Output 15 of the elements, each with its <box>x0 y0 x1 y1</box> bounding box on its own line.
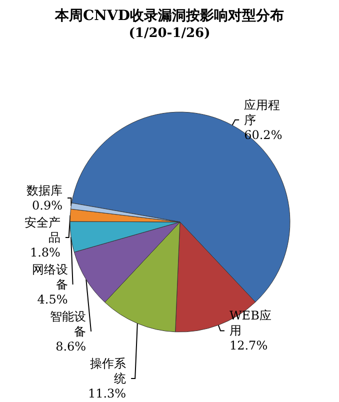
chart-title: 本周CNVD收录漏洞按影响对型分布 <box>54 8 284 24</box>
chart-subtitle: (1/20-1/26) <box>128 26 210 41</box>
slice-label: 数据库 <box>26 184 63 198</box>
data-label: 11.3% <box>88 386 126 400</box>
slice-label: 应用程序 <box>244 98 280 127</box>
slice-label: 操作系统 <box>90 356 126 386</box>
slice-label: 安全产品 <box>24 216 60 244</box>
data-label: 0.9% <box>32 198 63 212</box>
data-label: 1.8% <box>30 246 60 260</box>
data-label: 12.7% <box>229 338 268 353</box>
data-label: 4.5% <box>37 292 68 306</box>
slice-label: 网络设备 <box>32 262 68 292</box>
data-label: 8.6% <box>56 340 86 354</box>
data-label: 60.2% <box>244 128 282 142</box>
slice-label: 智能设备 <box>50 310 86 338</box>
